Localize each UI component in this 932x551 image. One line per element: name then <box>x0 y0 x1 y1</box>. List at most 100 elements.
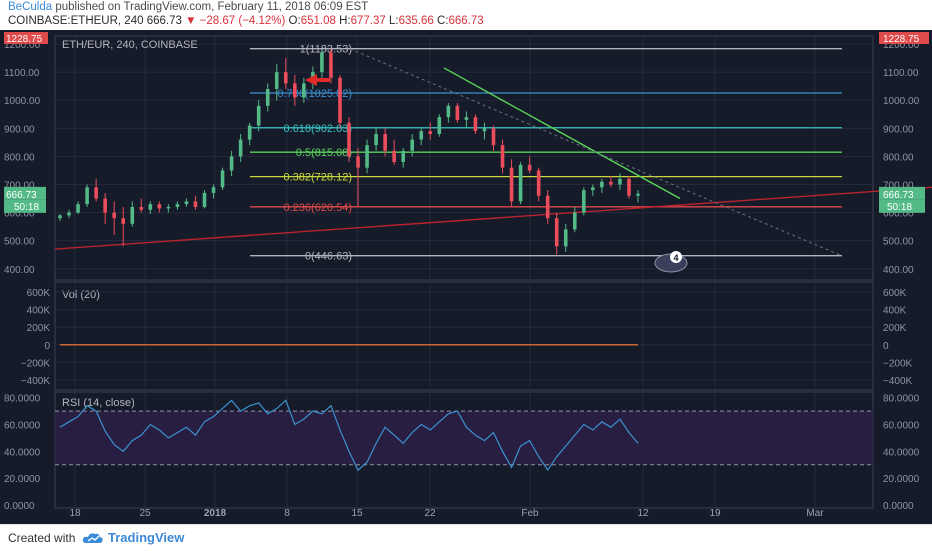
publisher-line: BeCulda published on TradingView.com, Fe… <box>8 1 368 13</box>
high-label: H: <box>339 15 351 27</box>
tradingview-logo-text[interactable]: TradingView <box>108 530 185 545</box>
volume-tick-right: −400K <box>883 376 913 387</box>
candle-body <box>545 195 550 219</box>
volume-tick-left: 0 <box>44 341 50 352</box>
last-price-label-right: 666.73 <box>883 190 914 201</box>
price-tick-right: 700.00 <box>883 181 914 192</box>
rsi-tick-left: 0.0000 <box>4 501 35 512</box>
candle-body <box>627 178 631 196</box>
candle-body <box>139 206 144 210</box>
candle-body <box>112 212 116 219</box>
diagonal-dotted-line <box>349 48 843 257</box>
x-tick-label: 15 <box>351 508 363 519</box>
price-tick-left: 800.00 <box>4 152 35 163</box>
close-value: 666.73 <box>448 15 484 27</box>
candle-body <box>365 145 369 168</box>
high-value: 677.37 <box>350 15 386 27</box>
x-tick-label: 2018 <box>204 508 227 519</box>
x-tick-label: 25 <box>139 508 151 519</box>
countdown-label-right: 50:18 <box>887 202 912 213</box>
rsi-tick-left: 20.0000 <box>4 474 41 485</box>
candle-body <box>600 181 604 188</box>
red-arrow-marker <box>305 74 330 86</box>
candle-body <box>283 72 288 84</box>
candle-body <box>256 105 261 126</box>
price-tick-left: 500.00 <box>4 237 35 248</box>
candle-body <box>265 89 270 106</box>
rsi-tick-left: 80.0000 <box>4 394 41 405</box>
fib-level-label: 0.382(728.12) <box>284 172 353 184</box>
price-tick-left: 400.00 <box>4 265 35 276</box>
candle-body <box>166 206 171 209</box>
price-value: 666.73 <box>146 15 182 27</box>
candle-body <box>103 198 107 213</box>
candle-body <box>636 193 640 196</box>
rsi-tick-left: 60.0000 <box>4 421 41 432</box>
volume-tick-right: 200K <box>883 323 907 334</box>
price-tick-left: 1000.00 <box>4 96 41 107</box>
down-arrow-icon: ▼ <box>185 15 197 27</box>
author-link[interactable]: BeCulda <box>8 1 53 13</box>
candle-body <box>175 204 180 207</box>
volume-tick-left: 600K <box>27 288 51 299</box>
price-tick-right: 900.00 <box>883 124 914 135</box>
rsi-band <box>55 411 873 465</box>
price-tick-left: 900.00 <box>4 124 35 135</box>
rsi-tick-right: 40.0000 <box>883 447 920 458</box>
rsi-tick-right: 20.0000 <box>883 474 920 485</box>
candle-body <box>193 201 198 207</box>
x-tick-label: 18 <box>69 508 81 519</box>
top-price-label-left: 1228.75 <box>6 34 43 45</box>
support-trendline <box>54 186 932 250</box>
volume-pane <box>54 281 874 391</box>
last-price-label-left: 666.73 <box>6 190 37 201</box>
candle-body <box>274 72 279 90</box>
candle-body <box>220 170 225 188</box>
low-value: 635.66 <box>398 15 434 27</box>
top-price-tag-right <box>879 32 929 44</box>
fib-level-label: 0.5(815.08) <box>296 147 352 159</box>
price-tick-left: 700.00 <box>4 181 35 192</box>
symbol-label: COINBASE:ETHEUR, 240 <box>8 15 144 27</box>
chart-svg[interactable]: 400.00 400.00 500.00 500.00 600.00 600.00 700.… <box>0 30 932 524</box>
candle-body <box>121 218 126 224</box>
countdown-tag-left <box>4 199 46 213</box>
fib-level-label: 0.618(902.03) <box>284 123 353 135</box>
countdown-tag-right <box>879 199 925 213</box>
volume-label: Vol (20) <box>62 289 100 301</box>
candle-body <box>446 105 451 118</box>
candle-body <box>437 117 442 134</box>
rsi-label: RSI (14, close) <box>62 397 135 409</box>
candle-body <box>85 187 89 205</box>
candle-body <box>410 139 415 151</box>
candle-body <box>455 105 460 120</box>
candle-body <box>130 206 135 224</box>
chart-area[interactable]: 400.00 400.00 500.00 500.00 600.00 600.00 700.… <box>0 30 932 524</box>
chart-title: ETH/EUR, 240, COINBASE <box>62 39 198 51</box>
price-tick-right: 1100.00 <box>883 68 919 79</box>
candle-body <box>428 131 433 134</box>
candle-body <box>293 83 297 98</box>
candle-body <box>383 133 387 151</box>
candle-body <box>347 122 351 157</box>
candle-body <box>184 201 189 205</box>
candle-body <box>247 125 252 140</box>
candle-body <box>500 145 505 168</box>
volume-tick-right: 600K <box>883 288 907 299</box>
candle-body <box>202 192 207 207</box>
candle-body <box>563 229 568 247</box>
candle-body <box>76 204 80 213</box>
x-tick-label: 12 <box>637 508 649 519</box>
symbol-line: COINBASE:ETHEUR, 240 666.73 ▼ −28.67 (−4… <box>8 15 484 27</box>
open-value: 651.08 <box>300 15 336 27</box>
top-price-tag-left <box>4 32 48 44</box>
candle-body <box>374 133 378 146</box>
candle-body <box>572 212 577 230</box>
candle-body <box>67 212 71 216</box>
candle-body <box>491 128 496 146</box>
price-tick-left: 600.00 <box>4 209 35 220</box>
resistance-trendline <box>443 67 681 200</box>
price-tick-right: 1200.00 <box>883 40 920 51</box>
x-tick-label: 22 <box>424 508 436 519</box>
x-tick-label: 8 <box>284 508 290 519</box>
